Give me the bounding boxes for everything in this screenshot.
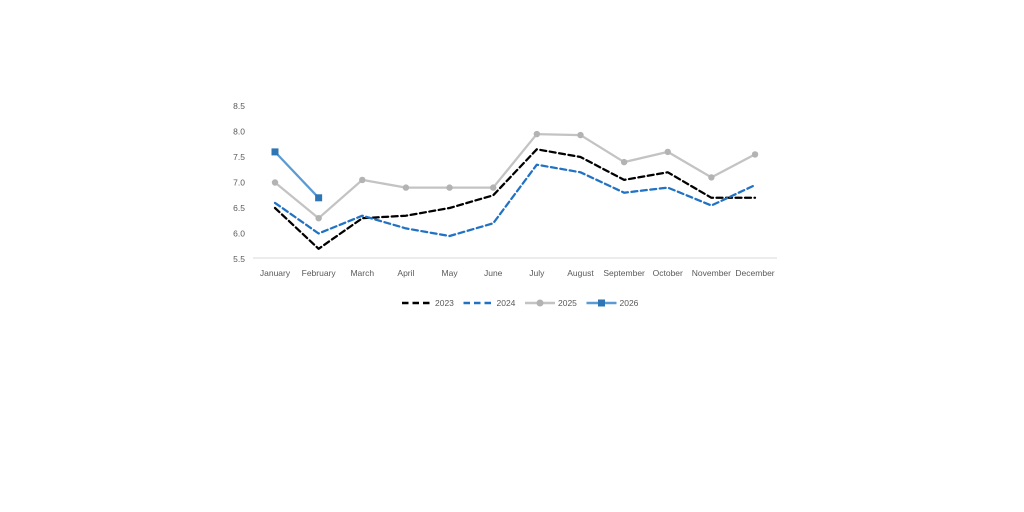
data-point-marker: [446, 184, 453, 191]
data-point-marker: [315, 194, 323, 202]
y-axis-tick-label: 6.5: [233, 203, 245, 213]
series-2025: [271, 130, 759, 222]
data-point-marker: [315, 215, 322, 222]
series-2024: [273, 163, 757, 238]
x-axis-category-label: May: [442, 268, 459, 278]
series-2023: [273, 148, 757, 250]
legend-label: 2025: [558, 298, 577, 308]
y-axis-tick-label: 7.0: [233, 178, 245, 188]
series-line-2023: [273, 148, 757, 250]
legend-label: 2026: [620, 298, 639, 308]
data-point-marker: [708, 174, 715, 181]
series-line-2025: [273, 132, 757, 220]
legend-marker-square: [598, 299, 605, 307]
x-axis-category-label: November: [692, 268, 731, 278]
y-axis-tick-label: 8.5: [233, 101, 245, 111]
legend-item-2024: 2024: [463, 298, 516, 308]
data-point-marker: [620, 158, 628, 166]
y-axis-tick-label: 5.5: [233, 254, 245, 264]
x-axis-category-labels: January February March April May June July Augu…: [260, 268, 775, 278]
data-point-marker: [359, 176, 366, 184]
data-point-marker: [664, 148, 671, 156]
data-point-marker: [490, 184, 497, 191]
data-point-marker: [402, 184, 410, 191]
x-axis-category-label: December: [735, 268, 774, 278]
x-axis-category-label: January: [260, 268, 291, 278]
x-axis-category-label: October: [653, 268, 683, 278]
legend-item-2023: 2023: [402, 298, 454, 308]
series-2026: [271, 148, 323, 202]
x-axis-category-label: August: [567, 268, 594, 278]
x-axis-category-label: March: [350, 268, 374, 278]
x-axis-category-label: February: [302, 268, 337, 278]
data-point-marker: [577, 131, 584, 139]
legend-label: 2023: [435, 298, 454, 308]
legend-item-2026: 2026: [586, 298, 639, 308]
data-point-marker: [271, 179, 279, 186]
series-line-2024: [273, 163, 757, 238]
y-axis-tick-label: 6.0: [233, 229, 245, 239]
legend-item-2025: 2025: [525, 298, 577, 308]
data-point-marker: [533, 130, 541, 138]
x-axis-category-label: September: [603, 268, 645, 278]
legend-marker-circle: [536, 299, 544, 307]
series-line-2026: [273, 150, 320, 199]
y-axis-tick-labels: 5.5 6.0 6.5 7.0 7.5 8.0 8.5: [233, 101, 245, 264]
x-axis-category-label: July: [529, 268, 545, 278]
legend: 2023 2024 2025 2026: [402, 298, 639, 308]
x-axis-category-label: April: [397, 268, 414, 278]
data-point-marker: [751, 151, 759, 158]
legend-label: 2024: [497, 298, 516, 308]
y-axis-tick-label: 8.0: [233, 127, 245, 137]
data-point-marker: [271, 148, 279, 156]
x-axis-category-label: June: [484, 268, 503, 278]
y-axis-tick-label: 7.5: [233, 152, 245, 162]
